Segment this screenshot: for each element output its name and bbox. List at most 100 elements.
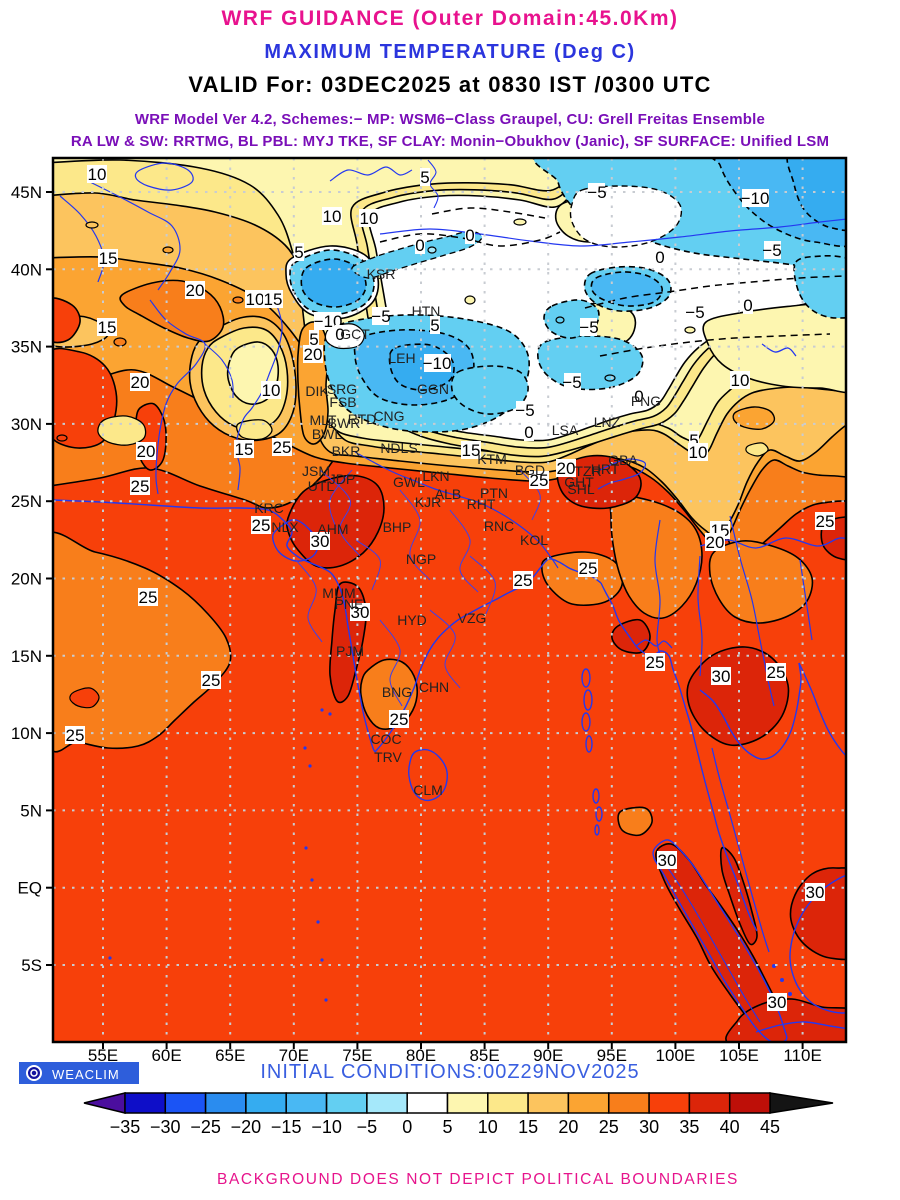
svg-text:0: 0 — [524, 423, 533, 442]
svg-text:TZR: TZR — [574, 463, 601, 479]
svg-text:0: 0 — [465, 226, 474, 245]
svg-text:10: 10 — [262, 381, 281, 400]
svg-text:GBA: GBA — [608, 452, 638, 468]
svg-text:85E: 85E — [469, 1046, 499, 1065]
svg-text:LNZ: LNZ — [594, 414, 621, 430]
svg-text:55E: 55E — [88, 1046, 118, 1065]
svg-text:25: 25 — [202, 671, 221, 690]
svg-text:25: 25 — [131, 477, 150, 496]
svg-text:0: 0 — [655, 248, 664, 267]
svg-text:WEACLIM: WEACLIM — [52, 1067, 120, 1082]
svg-text:NGP: NGP — [406, 551, 436, 567]
svg-text:0: 0 — [415, 236, 424, 255]
svg-text:KOL: KOL — [520, 532, 548, 548]
svg-text:BGD: BGD — [515, 462, 545, 478]
svg-text:RA LW & SW: RRTMG, BL PBL: MYJ: RA LW & SW: RRTMG, BL PBL: MYJ TKE, SF C… — [71, 133, 829, 150]
svg-text:110E: 110E — [783, 1046, 821, 1065]
svg-text:5: 5 — [689, 431, 698, 450]
svg-text:CHN: CHN — [419, 679, 449, 695]
svg-text:15: 15 — [235, 440, 254, 459]
svg-text:UTL: UTL — [308, 478, 335, 494]
svg-text:FSB: FSB — [329, 394, 356, 410]
svg-text:30: 30 — [639, 1117, 659, 1137]
svg-text:25: 25 — [514, 571, 533, 590]
svg-text:VZG: VZG — [458, 610, 487, 626]
svg-text:5S: 5S — [21, 956, 42, 975]
svg-text:100E: 100E — [656, 1046, 696, 1065]
svg-text:40N: 40N — [11, 260, 42, 279]
svg-text:15: 15 — [98, 318, 117, 337]
svg-text:VALID For: 03DEC2025 at 0830 I: VALID For: 03DEC2025 at 0830 IST /0300 U… — [188, 72, 711, 97]
svg-text:25: 25 — [390, 710, 409, 729]
svg-text:LKN: LKN — [422, 468, 449, 484]
svg-text:BKR: BKR — [332, 443, 361, 459]
svg-text:ALB: ALB — [435, 486, 461, 502]
svg-text:20: 20 — [131, 373, 150, 392]
svg-text:5: 5 — [309, 330, 318, 349]
svg-text:10: 10 — [689, 443, 708, 462]
svg-text:15: 15 — [462, 441, 481, 460]
svg-text:EQ: EQ — [17, 879, 42, 898]
svg-text:0: 0 — [335, 325, 344, 344]
svg-text:PJM: PJM — [336, 643, 364, 659]
svg-text:−10: −10 — [423, 354, 452, 373]
svg-text:COC: COC — [370, 731, 401, 747]
svg-text:GHT: GHT — [564, 474, 594, 490]
svg-text:−15: −15 — [271, 1117, 302, 1137]
svg-text:10: 10 — [323, 207, 342, 226]
svg-text:25: 25 — [646, 653, 665, 672]
svg-text:0: 0 — [743, 296, 752, 315]
svg-text:20N: 20N — [11, 570, 42, 589]
svg-text:NDLS: NDLS — [380, 440, 417, 456]
svg-text:JSM: JSM — [302, 463, 330, 479]
svg-text:30: 30 — [351, 603, 370, 622]
svg-text:JDP: JDP — [329, 471, 355, 487]
svg-text:15: 15 — [518, 1117, 538, 1137]
svg-text:−5: −5 — [579, 318, 598, 337]
svg-text:20: 20 — [304, 345, 323, 364]
svg-text:25: 25 — [767, 663, 786, 682]
svg-text:25: 25 — [66, 726, 85, 745]
svg-text:−5: −5 — [587, 183, 606, 202]
svg-text:TRV: TRV — [374, 749, 402, 765]
svg-text:5: 5 — [420, 168, 429, 187]
svg-text:−5: −5 — [371, 307, 390, 326]
svg-text:5: 5 — [430, 316, 439, 335]
svg-text:−5: −5 — [515, 401, 534, 420]
svg-text:40: 40 — [720, 1117, 740, 1137]
svg-text:KTM: KTM — [477, 451, 507, 467]
svg-text:5: 5 — [294, 243, 303, 262]
svg-text:10N: 10N — [11, 724, 42, 743]
svg-text:10: 10 — [731, 371, 750, 390]
svg-text:75E: 75E — [342, 1046, 372, 1065]
svg-text:45N: 45N — [11, 183, 42, 202]
svg-text:10: 10 — [88, 165, 107, 184]
svg-text:HTN: HTN — [412, 303, 441, 319]
svg-text:BWL: BWL — [312, 426, 343, 442]
svg-text:35N: 35N — [11, 338, 42, 357]
svg-text:20: 20 — [706, 533, 725, 552]
svg-text:30: 30 — [658, 851, 677, 870]
svg-text:SRG: SRG — [327, 381, 357, 397]
svg-text:PTN: PTN — [480, 485, 508, 501]
svg-text:20: 20 — [557, 459, 576, 478]
svg-text:SHL: SHL — [567, 481, 594, 497]
svg-text:KJR: KJR — [415, 494, 441, 510]
svg-text:25: 25 — [273, 438, 292, 457]
svg-text:NLX: NLX — [271, 519, 299, 535]
svg-text:5N: 5N — [20, 801, 42, 820]
svg-text:30: 30 — [311, 532, 330, 551]
svg-text:30: 30 — [712, 667, 731, 686]
svg-text:−5: −5 — [357, 1117, 378, 1137]
svg-text:20: 20 — [558, 1117, 578, 1137]
svg-text:−5: −5 — [685, 303, 704, 322]
svg-text:30: 30 — [768, 993, 787, 1012]
svg-text:HYD: HYD — [397, 612, 427, 628]
svg-text:25: 25 — [530, 471, 549, 490]
svg-text:0: 0 — [402, 1117, 412, 1137]
svg-text:LSA: LSA — [552, 422, 579, 438]
svg-text:CLM: CLM — [413, 782, 443, 798]
svg-text:−5: −5 — [762, 241, 781, 260]
svg-text:DIK: DIK — [305, 383, 329, 399]
svg-text:0: 0 — [634, 387, 643, 406]
